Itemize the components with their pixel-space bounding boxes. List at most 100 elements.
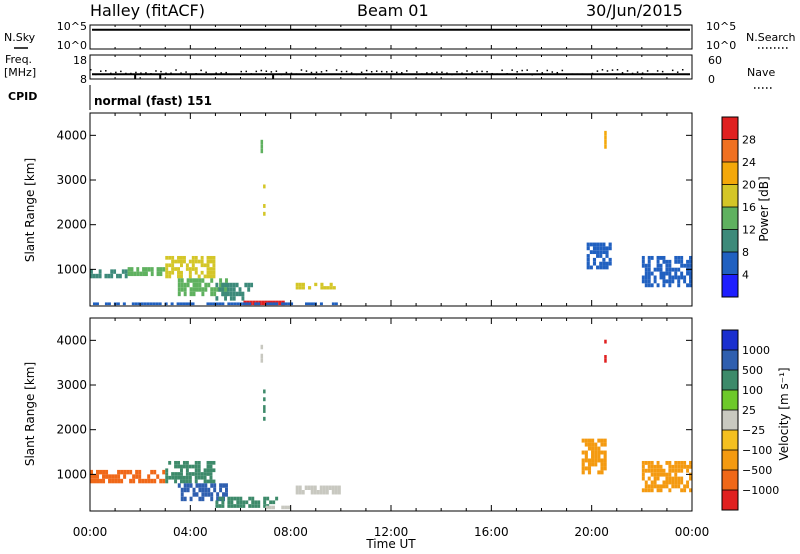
nave-point (215, 72, 217, 74)
nave-point (586, 73, 589, 76)
velocity-cell (594, 462, 598, 467)
nave-point (591, 72, 594, 75)
velocity-cell (656, 488, 660, 493)
power-cell (320, 286, 324, 290)
power-cell (219, 282, 223, 288)
power-cell (647, 267, 651, 272)
power-cell (165, 267, 169, 271)
power-cell (680, 271, 684, 276)
velocity-cell (138, 478, 142, 484)
velocity-cell (225, 492, 228, 497)
velocity-cell (677, 460, 681, 465)
power-cell (200, 259, 204, 264)
velocity-panel: 1000 2000 3000 4000 Slant Range [km] 1000 50… (23, 317, 791, 551)
power-cell (149, 302, 153, 306)
velocity-cell (180, 472, 183, 476)
power-cell (177, 278, 181, 283)
velocity-cell (239, 504, 243, 508)
velocity-cell (600, 438, 604, 443)
power-cell (209, 255, 213, 260)
velocity-cell (641, 488, 645, 493)
velocity-cell (668, 468, 672, 473)
colorbar-tick-label: 4 (742, 269, 749, 282)
velocity-cell (680, 468, 684, 473)
velocity-cell (218, 504, 222, 508)
velocity-cell (671, 484, 675, 489)
velocity-cell (117, 474, 121, 479)
velocity-cell (263, 504, 267, 508)
velocity-cell (114, 474, 118, 479)
power-cell (206, 267, 210, 271)
power-cell (171, 259, 175, 264)
power-cell (665, 267, 669, 272)
velocity-cell (156, 474, 160, 479)
nave-point (345, 70, 348, 73)
velocity-cell (188, 464, 192, 469)
power-cell (680, 259, 684, 264)
velocity-cell (108, 474, 112, 479)
power-cell (189, 278, 193, 283)
velocity-cell (219, 487, 223, 493)
power-cell (662, 271, 666, 276)
nave-point (385, 71, 388, 73)
nave-point (471, 71, 473, 74)
velocity-cell (236, 500, 240, 505)
velocity-cell (662, 480, 666, 485)
nave-point (240, 70, 242, 73)
velocity-cell (680, 480, 684, 485)
nave-point (280, 73, 283, 76)
nave-point (265, 70, 268, 72)
velocity-cell (254, 504, 258, 508)
nave-point (315, 71, 318, 74)
power-cell (136, 267, 140, 272)
power-cell (212, 267, 216, 271)
power-cell (260, 139, 264, 145)
power-cell (298, 282, 302, 287)
nave-point (250, 73, 253, 75)
velocity-cell (221, 496, 225, 501)
nave-point (391, 70, 393, 73)
nsky-panel: N.Sky 10^5 10^0 10^5 10^0 N.Search (4, 20, 796, 52)
velocity-cell (263, 416, 266, 421)
velocity-cell (135, 474, 139, 479)
velocity-cell (587, 470, 592, 475)
nave-point (486, 70, 488, 73)
velocity-cell (641, 460, 645, 465)
power-cell (659, 275, 663, 280)
velocity-cell (197, 472, 201, 476)
power-cell (261, 300, 265, 306)
velocity-cell (671, 476, 675, 481)
velocity-cell (659, 484, 663, 489)
velocity-cell (275, 496, 279, 501)
velocity-cell (197, 468, 201, 473)
velocity-cell (594, 442, 598, 447)
power-cell (235, 291, 239, 297)
power-cell (213, 291, 217, 297)
velocity-cell (604, 358, 607, 363)
power-cell (252, 300, 256, 306)
velocity-cell (177, 460, 181, 465)
power-cell (212, 259, 216, 264)
velocity-cell (647, 468, 651, 473)
velocity-cell (174, 460, 178, 465)
power-cell (200, 255, 204, 260)
velocity-cell (295, 490, 299, 495)
power-axes: 1000 2000 3000 4000 (56, 113, 693, 306)
velocity-cell (584, 442, 588, 447)
power-cell (244, 282, 248, 288)
velocity-cell (185, 460, 189, 465)
velocity-cell (665, 476, 669, 481)
colorbar-segment (722, 184, 738, 207)
velocity-cell (260, 358, 264, 363)
nave-point (646, 70, 649, 72)
nave-point (295, 73, 298, 75)
power-cell (665, 263, 669, 268)
velocity-cell (90, 474, 94, 479)
velocity-cell (656, 468, 660, 473)
power-cell (95, 273, 99, 279)
power-cell (143, 302, 147, 306)
power-cell (641, 263, 645, 268)
power-cell (683, 263, 687, 268)
velocity-cell (310, 485, 314, 491)
colorbar-segment (722, 162, 738, 185)
